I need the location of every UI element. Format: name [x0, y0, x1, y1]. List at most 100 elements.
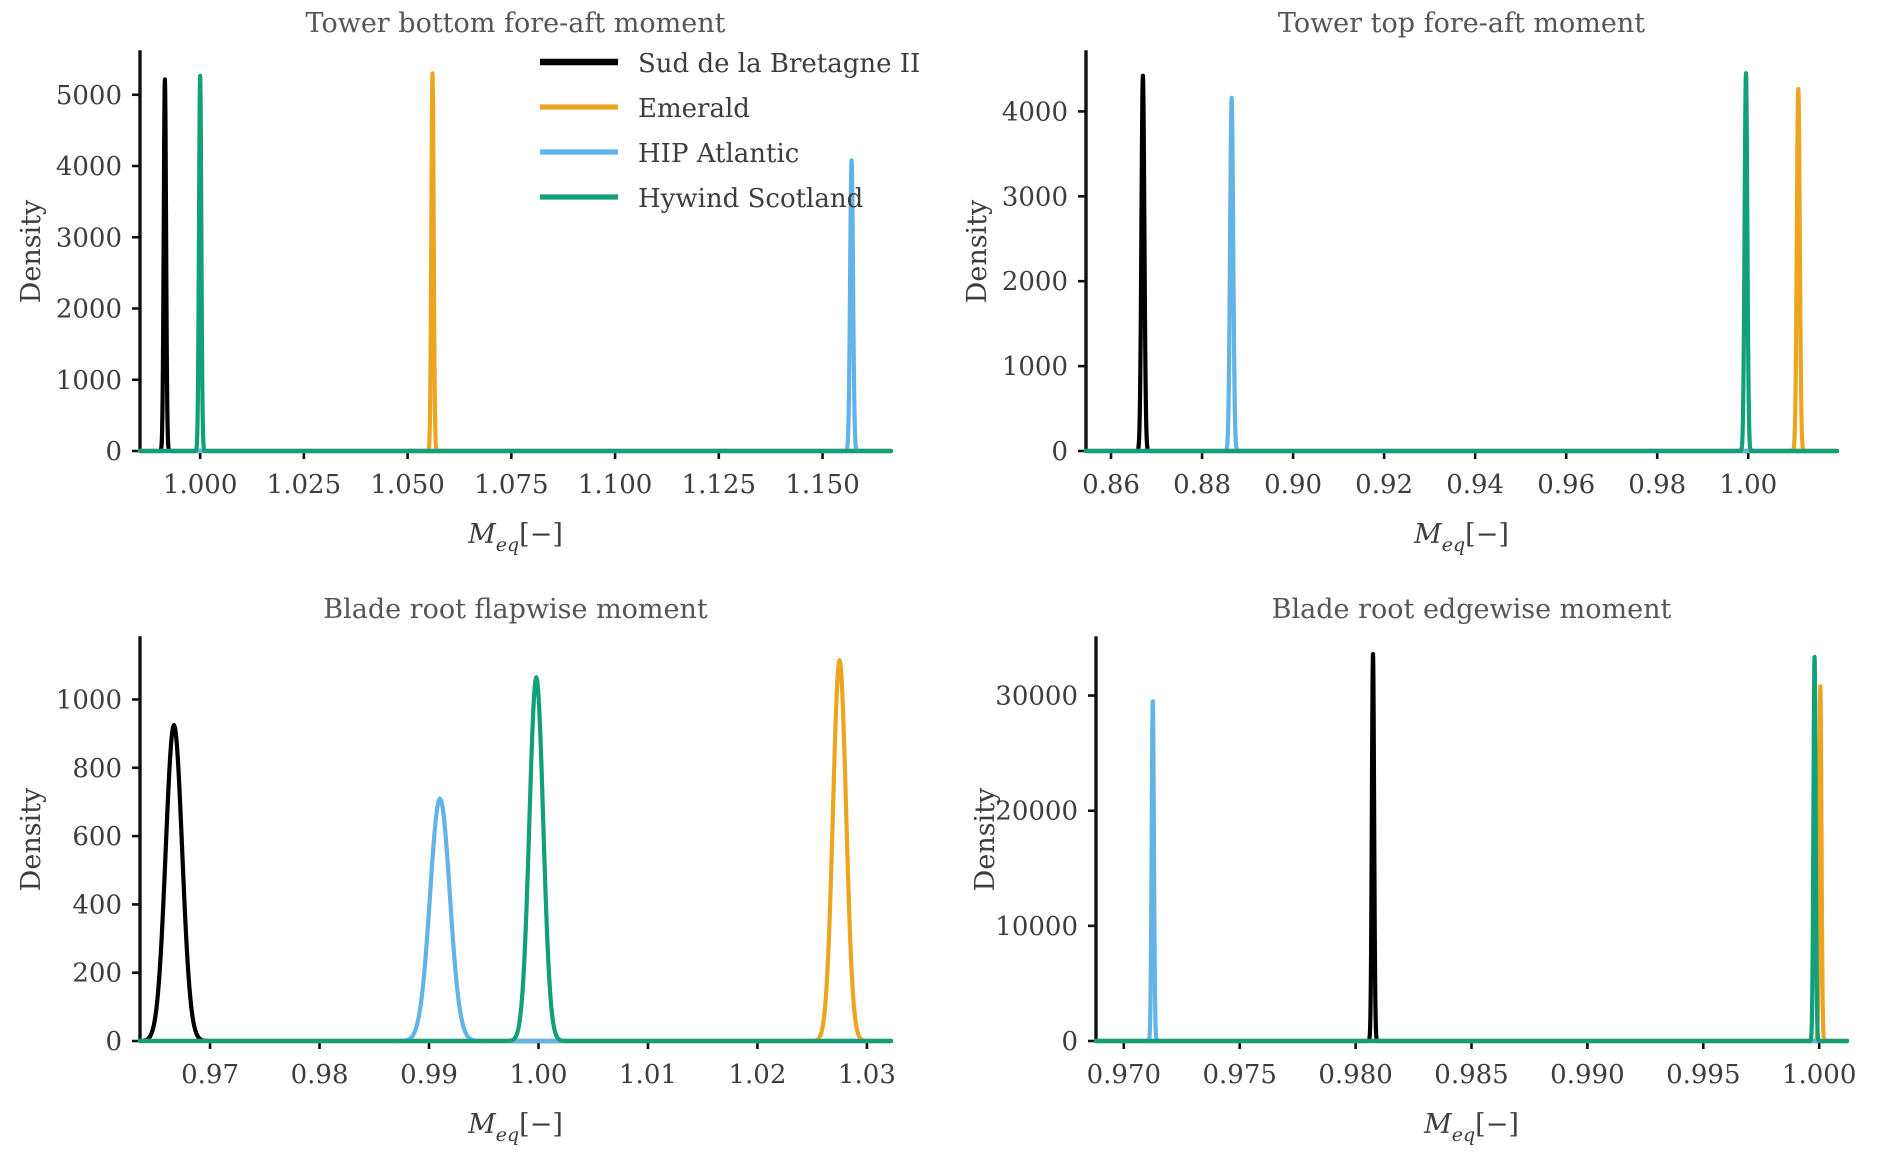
- x-tick-label: 0.995: [1666, 1060, 1740, 1090]
- x-tick-label: 0.975: [1202, 1060, 1276, 1090]
- density-curve: [137, 675, 894, 1044]
- density-curve: [137, 722, 894, 1044]
- axis-spines: [138, 636, 893, 1043]
- axis-spines: [1094, 636, 1849, 1043]
- panel-tower-top-fore-aft: Tower top fore-aft moment 0.86 0.88 0.90 0.9…: [946, 0, 1892, 586]
- panel-title: Tower bottom fore-aft moment: [306, 8, 726, 39]
- legend-label: HIP Atlantic: [638, 139, 799, 169]
- x-tick-label: 0.980: [1318, 1060, 1392, 1090]
- x-tick-label: 0.90: [1264, 470, 1322, 500]
- x-axis-label: Meq[−]: [467, 1109, 563, 1146]
- y-tick-label: 0: [1061, 1027, 1078, 1057]
- svg-text:Meq[−]: Meq[−]: [467, 1109, 563, 1146]
- x-tick-label: 1.000: [1782, 1060, 1856, 1090]
- x-tick-label: 0.86: [1082, 470, 1140, 500]
- y-tick-label: 1000: [56, 685, 122, 715]
- axis-spines: [1084, 50, 1839, 453]
- chart-2: Tower top fore-aft moment 0.86 0.88 0.90 0.9…: [962, 8, 1840, 556]
- x-axis-label: Meq[−]: [1423, 1109, 1519, 1146]
- legend: Sud de la Bretagne II Emerald HIP Atlantic…: [540, 49, 920, 214]
- x-tick-label: 1.025: [267, 470, 341, 500]
- density-curve: [1083, 95, 1840, 454]
- y-tick-label: 2000: [56, 295, 122, 325]
- y-tick-label: 400: [72, 890, 122, 920]
- x-tick-label: 1.100: [578, 470, 652, 500]
- y-tick-label: 3000: [1002, 182, 1068, 212]
- x-tick-label: 0.985: [1434, 1060, 1508, 1090]
- x-tick-label: 0.96: [1537, 470, 1595, 500]
- y-tick-label: 1000: [56, 366, 122, 396]
- x-tick-label: 1.00: [510, 1060, 568, 1090]
- x-tick-label: 1.150: [785, 470, 859, 500]
- x-tick-label: 0.970: [1087, 1060, 1161, 1090]
- x-tick-label: 1.03: [838, 1060, 896, 1090]
- density-curve: [1093, 684, 1850, 1044]
- y-axis-label: Density: [962, 199, 993, 303]
- x-axis-label: Meq[−]: [467, 519, 563, 556]
- chart-1: Tower bottom fore-aft moment 1.000 1.025 1.…: [16, 8, 920, 556]
- density-curve: [137, 77, 894, 454]
- svg-text:Meq[−]: Meq[−]: [467, 519, 563, 556]
- x-tick-label: 0.97: [181, 1060, 239, 1090]
- panel-blade-root-edgewise: Blade root edgewise moment 0.970 0.975 0.98…: [946, 586, 1892, 1171]
- chart-4: Blade root edgewise moment 0.970 0.975 0.98…: [970, 594, 1856, 1146]
- y-tick-label: 4000: [56, 152, 122, 182]
- y-tick-label: 30000: [995, 682, 1078, 712]
- y-tick-label: 0: [105, 437, 122, 467]
- y-axis-label: Density: [970, 787, 1001, 891]
- y-tick-label: 3000: [56, 223, 122, 253]
- y-tick-label: 1000: [1002, 352, 1068, 382]
- panel-blade-root-flapwise: Blade root flapwise moment 0.97 0.98 0.99 1.…: [0, 586, 946, 1171]
- density-curve: [1083, 71, 1840, 454]
- x-axis-label: Meq[−]: [1413, 519, 1509, 556]
- x-tick-label: 0.99: [400, 1060, 458, 1090]
- density-curve: [1083, 73, 1840, 454]
- x-tick-label: 1.125: [682, 470, 756, 500]
- y-axis-label: Density: [16, 199, 47, 303]
- y-tick-label: 800: [72, 754, 122, 784]
- svg-text:Meq[−]: Meq[−]: [1423, 1109, 1519, 1146]
- legend-label: Hywind Scotland: [638, 184, 863, 214]
- svg-text:Density: Density: [962, 199, 993, 303]
- y-tick-label: 600: [72, 822, 122, 852]
- y-tick-label: 0: [105, 1027, 122, 1057]
- density-curve: [1093, 654, 1850, 1044]
- axis-spines: [138, 50, 893, 453]
- x-tick-label: 1.02: [728, 1060, 786, 1090]
- x-tick-label: 0.94: [1446, 470, 1504, 500]
- x-tick-label: 0.88: [1173, 470, 1231, 500]
- y-tick-label: 0: [1051, 437, 1068, 467]
- x-tick-label: 0.990: [1550, 1060, 1624, 1090]
- chart-3: Blade root flapwise moment 0.97 0.98 0.99 1.…: [16, 594, 896, 1146]
- panel-tower-bottom-fore-aft: Tower bottom fore-aft moment 1.000 1.025 1.…: [0, 0, 946, 586]
- panel-title: Tower top fore-aft moment: [1278, 8, 1645, 39]
- legend-label: Sud de la Bretagne II: [638, 49, 920, 79]
- x-tick-label: 1.01: [619, 1060, 677, 1090]
- density-curve: [137, 73, 894, 454]
- x-tick-label: 1.050: [370, 470, 444, 500]
- density-curve: [137, 796, 894, 1044]
- density-curve: [1093, 652, 1850, 1044]
- svg-text:Density: Density: [16, 199, 47, 303]
- x-tick-label: 1.075: [474, 470, 548, 500]
- density-curve: [137, 658, 894, 1044]
- svg-text:Density: Density: [16, 787, 47, 891]
- y-tick-label: 2000: [1002, 267, 1068, 297]
- y-tick-label: 4000: [1002, 97, 1068, 127]
- x-tick-label: 0.98: [291, 1060, 349, 1090]
- panel-title: Blade root flapwise moment: [323, 594, 708, 625]
- density-curve: [137, 71, 894, 454]
- legend-label: Emerald: [638, 94, 750, 124]
- x-tick-label: 0.98: [1628, 470, 1686, 500]
- svg-text:Density: Density: [970, 787, 1001, 891]
- y-tick-label: 10000: [995, 912, 1078, 942]
- panel-title: Blade root edgewise moment: [1272, 594, 1672, 625]
- x-tick-label: 1.00: [1719, 470, 1777, 500]
- y-axis-label: Density: [16, 787, 47, 891]
- x-tick-label: 1.000: [163, 470, 237, 500]
- y-tick-label: 200: [72, 959, 122, 989]
- density-curve: [1093, 699, 1850, 1044]
- y-tick-label: 20000: [995, 797, 1078, 827]
- y-tick-label: 5000: [56, 81, 122, 111]
